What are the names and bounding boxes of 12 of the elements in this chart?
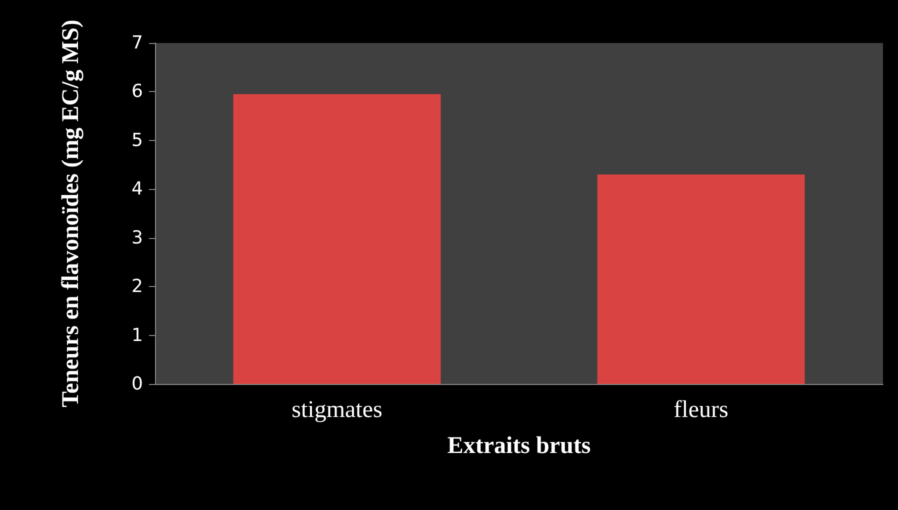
y-tick-label: 6 [132,81,143,102]
y-tick-label: 5 [132,130,143,151]
y-axis-title: Teneurs en flavonoïdes (mg EC/g MS) [58,20,84,408]
y-tick-label: 7 [132,32,143,54]
x-tick-label: fleurs [674,397,728,423]
y-tick-label: 2 [132,276,143,298]
y-tick-label: 1 [132,324,143,346]
y-tick-label: 0 [132,374,143,394]
y-tick-label: 4 [132,178,143,200]
x-axis-title: Extraits bruts [447,433,591,459]
y-tick-label: 3 [132,227,143,248]
x-tick-label: stigmates [292,397,382,423]
